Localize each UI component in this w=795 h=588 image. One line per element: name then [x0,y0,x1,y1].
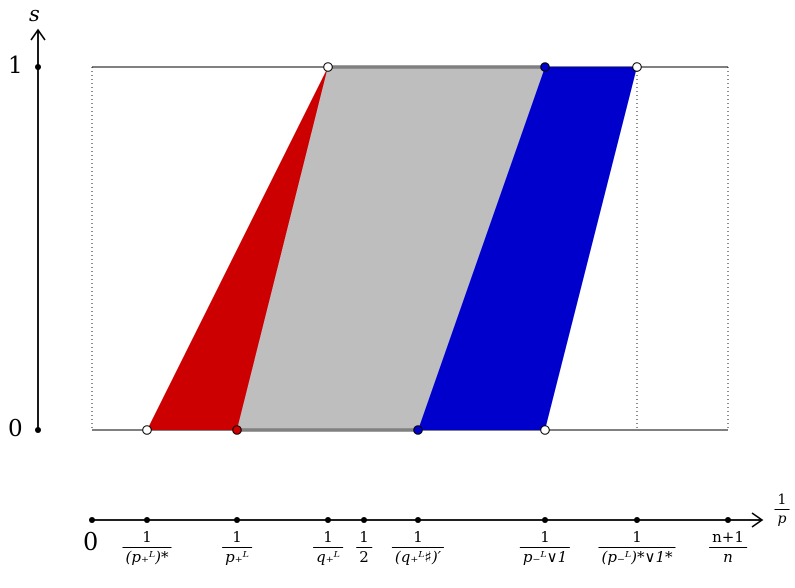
p-axis-tick-dot [542,517,548,523]
tick-label-den: 2 [356,547,372,565]
p-axis-ticks [89,517,731,523]
tick-label: 1 p₋ᴸ∨1 [519,528,571,565]
s-tick-label-0: 0 [8,416,23,442]
tick-label-num: 1 [323,528,333,546]
open-marker-top-right [632,62,642,72]
open-marker-bottom-left [142,425,152,435]
tick-label-den: (q₊ᴸ♯)′ [391,547,445,565]
tick-label: 1 (p₊ᴸ)* [122,528,172,565]
tick-label: 1 q₊ᴸ [313,530,343,565]
tick-label-num: 1 [540,528,550,546]
tick-label-num: 1 [359,528,369,546]
s-tick-label-1: 1 [8,53,23,79]
tick-label-num: 1 [413,528,423,546]
tick-label-den: (p₊ᴸ)* [122,547,172,565]
s-tick-0-dot [35,427,41,433]
tick-label-num: 1 [142,528,152,546]
tick-label-den: n [709,547,747,565]
blue-region [418,67,637,430]
origin-label: 0 [83,528,99,556]
s-tick-1-dot [35,64,41,70]
filled-marker-bottom-red [232,425,242,435]
p-axis-tick-dot [725,517,731,523]
p-axis-tick-dot [361,517,367,523]
open-marker-top-left [323,62,333,72]
tick-label-den: (p₋ᴸ)*∨1* [598,547,676,565]
tick-label-num: n+1 [712,528,744,546]
tick-label-den: q₊ᴸ [313,547,343,565]
p-axis-label: 1 p [774,492,790,526]
red-region [147,67,328,430]
tick-label-den: p₊ᴸ [222,547,252,565]
p-axis-tick-dot [415,517,421,523]
gray-region [237,67,545,430]
tick-label-den: p₋ᴸ∨1 [519,547,571,565]
tick-label: n+1 n [709,530,747,565]
p-axis-tick-dot [234,517,240,523]
tick-label: 1 (p₋ᴸ)*∨1* [598,528,676,565]
tick-label: 1 p₊ᴸ [222,530,252,565]
s-axis-arrow [30,28,46,41]
p-axis-tick-dot [634,517,640,523]
s-axis-label: s [29,2,40,26]
p-axis-label-num: 1 [777,492,787,508]
p-axis-tick-dot [325,517,331,523]
tick-label: 1 2 [356,530,372,565]
filled-marker-bottom-blue [413,425,423,435]
open-marker-bottom-right [540,425,550,435]
p-axis-tick-dot [144,517,150,523]
filled-marker-top [540,62,550,72]
p-axis-tick-dot [89,517,95,523]
tick-label-num: 1 [232,528,242,546]
tick-label-num: 1 [632,528,642,546]
p-axis-label-den: p [774,509,790,526]
p-axis-arrow [751,512,764,528]
tick-label: 1 (q₊ᴸ♯)′ [391,528,445,565]
